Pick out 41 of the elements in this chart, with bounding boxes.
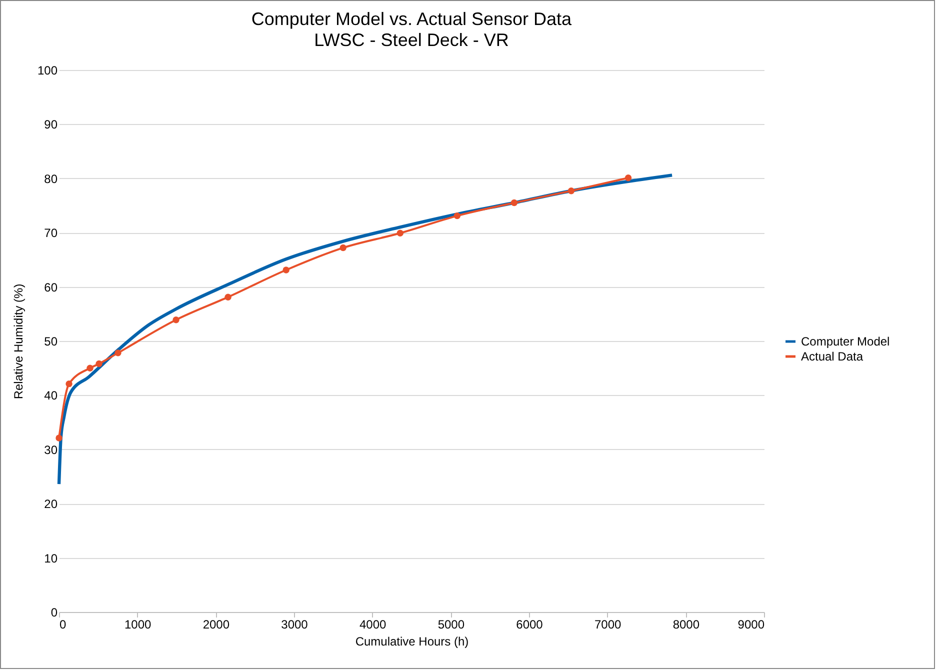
point <box>568 188 575 194</box>
x-tick-label: 4000 <box>359 618 387 632</box>
point <box>282 266 290 274</box>
y-tick-label: 10 <box>44 551 58 566</box>
legend-label: Computer Model <box>801 334 890 348</box>
point <box>396 230 404 236</box>
y-tick-label: 60 <box>44 280 58 294</box>
y-tick-label: 80 <box>44 172 58 186</box>
point <box>56 434 62 442</box>
point <box>624 174 632 182</box>
x-tick-label: 9000 <box>738 618 765 632</box>
point <box>66 380 72 388</box>
y-tick-label: 70 <box>44 226 58 240</box>
chart-title: Computer Model vs. Actual Sensor Data <box>251 9 573 29</box>
y-tick-label: 90 <box>44 118 58 132</box>
legend-label: Actual Data <box>801 350 864 364</box>
y-tick-label: 0 <box>50 606 58 620</box>
x-tick-label: 0 <box>60 618 66 632</box>
x-axis-title: Cumulative Hours (h) <box>355 634 469 648</box>
point <box>172 316 180 324</box>
x-tick-label: 3000 <box>281 618 308 632</box>
x-tick-label: 7000 <box>594 618 622 632</box>
x-tick-label: 6000 <box>516 618 544 632</box>
y-tick-label: 100 <box>37 64 58 78</box>
x-tick-label: 1000 <box>124 618 152 632</box>
point <box>340 244 346 252</box>
chart-subtitle: LWSC - Steel Deck - VR <box>314 30 509 50</box>
x-tick-label: 8000 <box>672 618 700 632</box>
x-tick-label: 2000 <box>202 618 230 632</box>
point <box>454 212 461 220</box>
y-axis-title: Relative Humidity (%) <box>11 284 26 400</box>
point <box>224 294 232 300</box>
y-tick-label: 50 <box>44 334 58 348</box>
point <box>510 199 518 206</box>
y-tick-label: 30 <box>44 442 58 457</box>
y-tick-label: 40 <box>44 388 58 403</box>
y-tick-label: 20 <box>44 497 58 512</box>
point <box>114 350 122 356</box>
point <box>96 360 102 368</box>
x-tick-label: 5000 <box>438 618 465 632</box>
point <box>86 364 94 372</box>
